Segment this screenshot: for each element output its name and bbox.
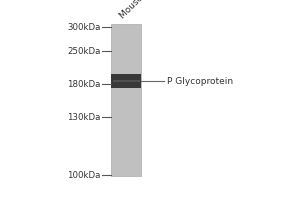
Bar [111, 74, 141, 88]
Text: 180kDa: 180kDa [67, 80, 100, 88]
Text: Mouse brain: Mouse brain [118, 0, 164, 20]
Text: 100kDa: 100kDa [67, 170, 100, 180]
Text: 130kDa: 130kDa [67, 112, 100, 121]
Bar [111, 24, 141, 176]
Text: 250kDa: 250kDa [67, 46, 100, 55]
Text: P Glycoprotein: P Glycoprotein [167, 76, 232, 86]
Bar [112, 80, 140, 82]
Text: 300kDa: 300kDa [67, 22, 100, 31]
